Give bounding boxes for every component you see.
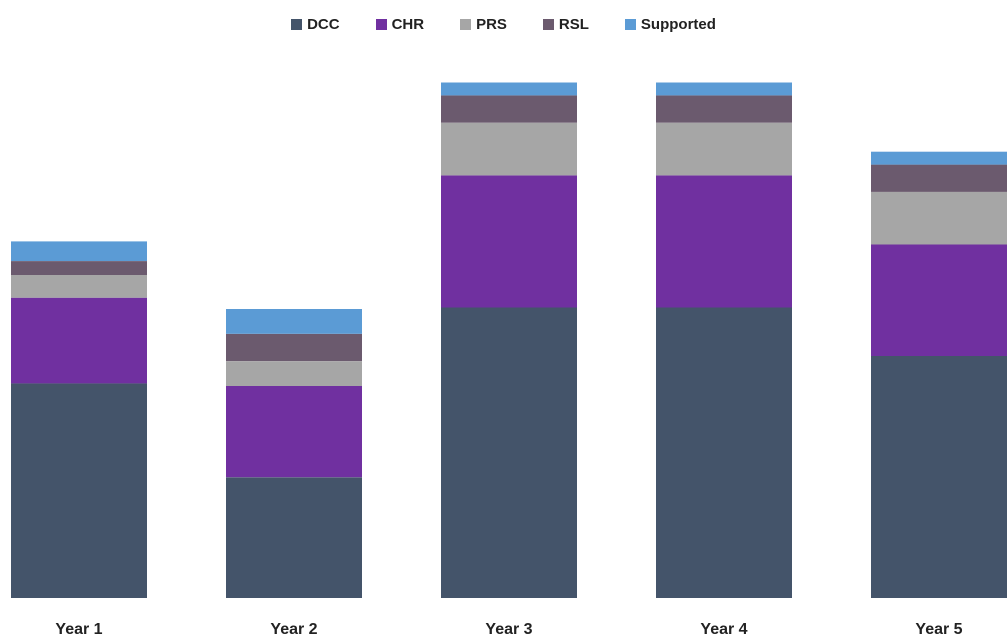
bar-year-3-prs: [441, 122, 577, 176]
legend-label-chr: CHR: [391, 15, 425, 33]
bar-year-5-chr: [871, 244, 1007, 356]
bar-year-2-rsl: [226, 333, 362, 362]
legend-item-chr: CHR: [375, 15, 425, 33]
bar-year-3-rsl: [441, 95, 577, 123]
legend-item-prs: PRS: [460, 16, 507, 33]
bar-year-5-rsl: [871, 164, 1007, 192]
bar-year-3-chr: [441, 175, 577, 308]
bar-year-2-chr: [226, 385, 362, 478]
bar-year-3-supported: [441, 82, 577, 96]
legend-swatch-prs: [460, 18, 472, 30]
x-tick-label-year-3: Year 3: [485, 621, 532, 637]
bar-year-2-dcc: [226, 477, 362, 598]
bar-year-5-dcc: [871, 356, 1007, 598]
legend-label-rsl: RSL: [558, 15, 589, 33]
legend-swatch-chr: [375, 18, 387, 30]
bar-year-1-supported: [11, 241, 147, 261]
legend-swatch-rsl: [542, 18, 554, 30]
bar-year-1-chr: [11, 297, 147, 384]
bar-year-1-rsl: [11, 261, 147, 275]
legend-item-dcc: DCC: [291, 16, 340, 33]
bar-year-3-dcc: [441, 307, 577, 598]
legend-item-supported: Supported: [624, 15, 716, 33]
x-tick-label-year-2: Year 2: [270, 621, 317, 637]
bar-year-4-supported: [656, 82, 792, 96]
bar-group: [11, 82, 1007, 598]
bar-year-5-prs: [871, 191, 1007, 245]
x-tick-label-year-4: Year 4: [700, 621, 747, 637]
legend-swatch-dcc: [291, 18, 303, 30]
bar-year-4-dcc: [656, 307, 792, 598]
x-tick-label-year-5: Year 5: [915, 621, 962, 637]
bar-year-2-prs: [226, 361, 362, 386]
bar-year-4-chr: [656, 175, 792, 308]
bar-year-1-dcc: [11, 383, 147, 598]
x-axis-labels: Year 1 Year 2 Year 3 Year 4 Year 5: [55, 621, 962, 637]
bar-year-4-rsl: [656, 95, 792, 123]
bar-year-1-prs: [11, 275, 147, 298]
bar-year-5-supported: [871, 151, 1007, 165]
legend-label-prs: PRS: [476, 15, 507, 33]
legend-swatch-supported: [624, 18, 636, 30]
legend-item-rsl: RSL: [542, 15, 589, 33]
chart-legend: DCC CHR PRS RSL Supported: [0, 13, 1007, 35]
legend-label-dcc: DCC: [307, 15, 340, 33]
x-tick-label-year-1: Year 1: [55, 621, 102, 637]
bar-year-2-supported: [226, 309, 362, 334]
legend-label-supported: Supported: [640, 15, 716, 33]
bar-year-4-prs: [656, 122, 792, 176]
